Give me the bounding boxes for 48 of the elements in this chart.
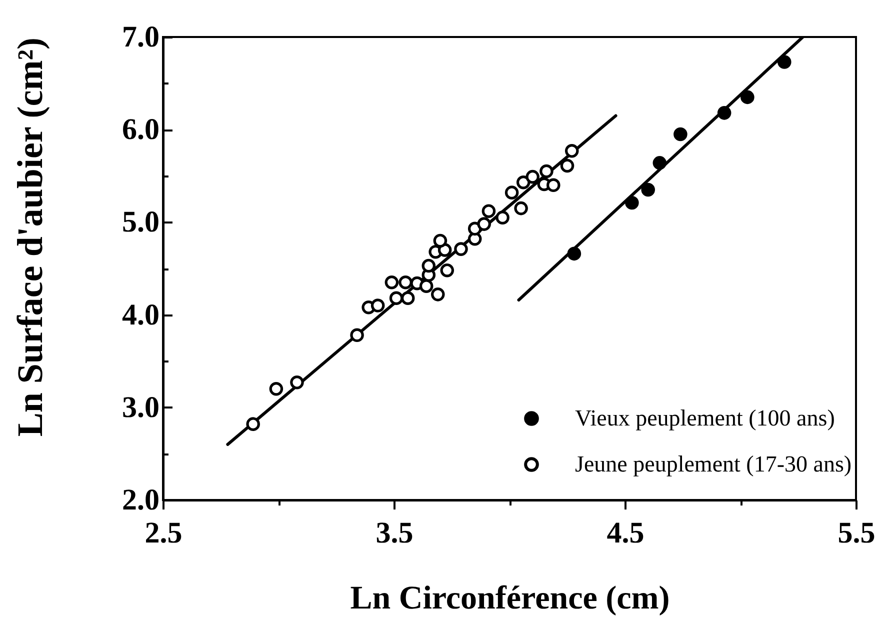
y-tick-label: 2.0 bbox=[122, 484, 160, 516]
point bbox=[290, 376, 304, 390]
point bbox=[246, 417, 260, 431]
point bbox=[625, 196, 639, 210]
point bbox=[740, 90, 754, 104]
point bbox=[384, 276, 399, 290]
point bbox=[717, 106, 732, 120]
point bbox=[398, 276, 412, 290]
legend-label: Vieux peuplement (100 ans) bbox=[575, 406, 835, 430]
y-tick-label: 7.0 bbox=[122, 20, 160, 54]
y-tick-label: 4.0 bbox=[122, 298, 160, 332]
y-axis-title: Ln Surface d'aubier (cm²) bbox=[10, 38, 50, 437]
point bbox=[433, 234, 448, 248]
point bbox=[440, 263, 454, 278]
point bbox=[370, 298, 385, 312]
x-tick-label: 2.5 bbox=[144, 516, 182, 550]
point bbox=[526, 170, 540, 184]
x-tick-label: 5.5 bbox=[838, 516, 876, 550]
point bbox=[674, 127, 688, 142]
point bbox=[641, 182, 655, 197]
point bbox=[504, 186, 519, 200]
point bbox=[350, 328, 364, 342]
point bbox=[422, 258, 436, 273]
point bbox=[516, 176, 530, 190]
legend-label: Jeune peuplement (17-30 ans) bbox=[575, 452, 852, 476]
point bbox=[652, 156, 667, 170]
point bbox=[269, 382, 284, 396]
point bbox=[431, 288, 445, 302]
point bbox=[540, 164, 554, 178]
point bbox=[560, 158, 574, 173]
point bbox=[778, 55, 792, 69]
point bbox=[564, 144, 579, 158]
point bbox=[567, 246, 582, 261]
point bbox=[389, 291, 404, 306]
y-tick-label: 3.0 bbox=[122, 390, 160, 424]
point bbox=[514, 201, 528, 216]
x-tick-label: 3.5 bbox=[376, 516, 414, 550]
y-tick-label: 6.0 bbox=[122, 113, 160, 146]
point bbox=[400, 291, 415, 306]
point bbox=[477, 217, 491, 231]
point bbox=[482, 204, 496, 218]
x-axis-title: Ln Circonférence (cm) bbox=[350, 580, 670, 616]
y-tick-label: 5.0 bbox=[122, 206, 160, 239]
point bbox=[496, 210, 510, 224]
point bbox=[546, 178, 560, 192]
point bbox=[454, 242, 468, 256]
x-tick-label: 4.5 bbox=[606, 516, 644, 550]
point bbox=[419, 279, 434, 293]
